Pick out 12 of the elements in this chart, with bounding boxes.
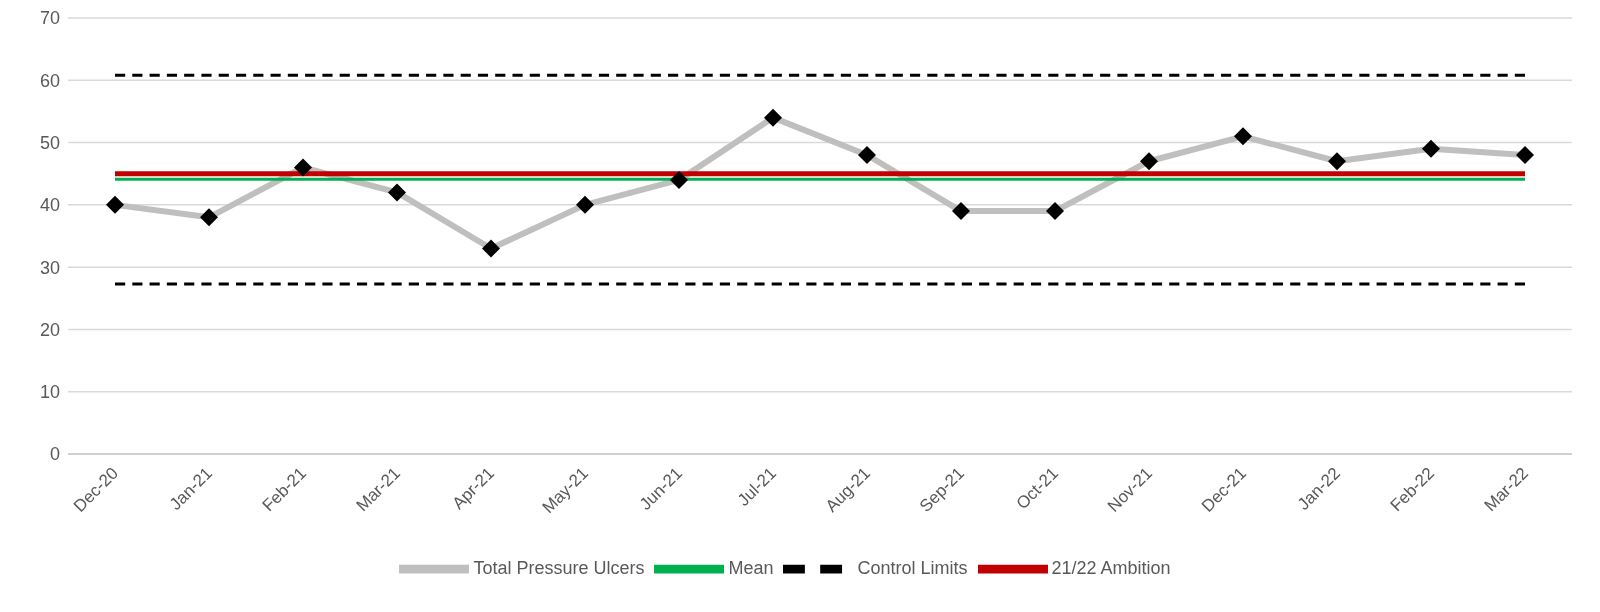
y-tick-label: 70: [39, 8, 60, 29]
y-tick-label: 50: [39, 132, 60, 153]
y-tick-label: 10: [39, 382, 60, 403]
y-tick-label: 30: [39, 257, 60, 278]
y-tick-label: 60: [39, 70, 60, 91]
legend-label: Mean: [728, 557, 774, 578]
legend-label: 21/22 Ambition: [1051, 557, 1171, 578]
y-tick-label: 20: [39, 319, 60, 340]
y-tick-label: 40: [39, 195, 60, 216]
y-tick-label: 0: [49, 444, 60, 465]
legend-label: Total Pressure Ulcers: [473, 557, 645, 578]
legend-label: Control Limits: [857, 557, 968, 578]
